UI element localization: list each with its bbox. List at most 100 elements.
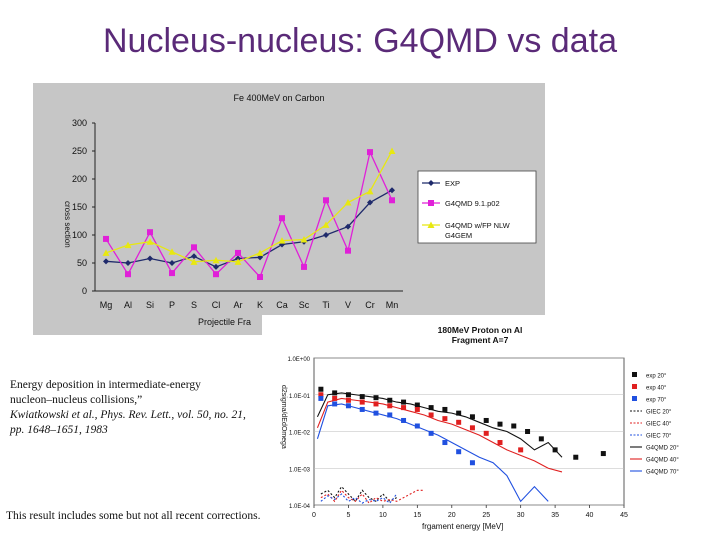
- chart1-point-g4qmd: [389, 197, 395, 204]
- citation-caption: Energy deposition in intermediate-energy…: [10, 378, 260, 438]
- chart2-xlabel: frgament energy [MeV]: [422, 522, 503, 531]
- chart1-legend-marker: [427, 221, 435, 228]
- slide-title: Nucleus-nucleus: G4QMD vs data: [103, 22, 617, 60]
- chart1-xtick-label: Sc: [299, 300, 310, 310]
- chart1-point-exp: [103, 258, 109, 265]
- chart1-legend-label: G4QMD w/FP NLW: [445, 221, 511, 230]
- chart2-data-point: [332, 390, 338, 396]
- chart2-data-point: [456, 419, 462, 425]
- chart1-xtick-label: K: [257, 300, 263, 310]
- chart1-point-fpnlw: [256, 249, 264, 256]
- chart1-legend-marker: [428, 200, 434, 206]
- chart1-point-fpnlw: [388, 147, 396, 154]
- chart2-legend-label: G4QMD 40°: [646, 458, 679, 464]
- chart1-point-g4qmd: [323, 197, 329, 204]
- footnote: This result includes some but not all re…: [6, 510, 261, 522]
- chart2-xtick-label: 5: [346, 512, 350, 519]
- chart2-data-point: [538, 436, 544, 442]
- caption-line-1: Energy deposition in intermediate-energy: [10, 379, 201, 391]
- chart1-legend-marker: [428, 180, 434, 186]
- chart1-xtick-label: Cr: [365, 300, 375, 310]
- chart1-point-exp: [389, 187, 395, 194]
- chart2-ytick-label: 1.0E-01: [289, 394, 311, 400]
- chart2-data-point: [401, 417, 407, 423]
- chart2-legend-label: GIEC 20°: [646, 410, 672, 416]
- chart1-ytick-label: 100: [72, 230, 87, 240]
- chart1-legend-label: G4QMD 9.1.p02: [445, 199, 500, 208]
- fe-carbon-chart: Fe 400MeV on Carbon cross section Projec…: [33, 83, 545, 335]
- chart2-data-point: [414, 402, 420, 408]
- chart1-xtick-label: Cl: [212, 300, 221, 310]
- chart1-xtick-label: Ca: [276, 300, 288, 310]
- chart1-xtick-label: V: [345, 300, 351, 310]
- chart2-data-point: [318, 386, 324, 392]
- chart2-ylabel: d2sigma/dEdOmega: [280, 385, 287, 449]
- chart2-data-point: [359, 399, 365, 405]
- chart2-ytick-label: 1.0E-02: [289, 431, 311, 437]
- chart2-data-point: [456, 410, 462, 416]
- chart1-point-exp: [213, 263, 219, 270]
- chart1-point-fpnlw: [168, 248, 176, 255]
- chart1-point-g4qmd: [191, 244, 197, 251]
- chart1-series-line: [105, 150, 393, 263]
- chart1-xlabel: Projectile Fra: [198, 317, 251, 327]
- chart2-data-point: [359, 394, 365, 400]
- chart1-xtick-label: Al: [124, 300, 132, 310]
- chart1-point-g4qmd: [169, 270, 175, 277]
- chart2-ytick-label: 1.0E-03: [289, 467, 311, 473]
- chart2-data-point: [318, 392, 324, 398]
- chart1-point-fpnlw: [278, 237, 286, 244]
- chart1-point-exp: [125, 260, 131, 266]
- chart1-point-fpnlw: [300, 235, 308, 243]
- chart2-legend-marker: [632, 384, 637, 389]
- chart2-xtick-label: 30: [517, 512, 525, 519]
- chart2-data-point: [318, 395, 324, 401]
- chart1-point-exp: [191, 253, 197, 260]
- chart1-xtick-label: Ti: [322, 300, 329, 310]
- chart2-data-point: [442, 406, 448, 412]
- chart2-data-point: [332, 395, 338, 401]
- chart2-data-point: [483, 430, 489, 436]
- chart2-data-point: [345, 392, 351, 398]
- chart2-legend-marker: [632, 396, 637, 401]
- chart2-data-point: [414, 406, 420, 412]
- chart2-xtick-label: 40: [586, 512, 594, 519]
- chart2-subtitle: Fragment A=7: [452, 335, 509, 345]
- chart2-giec-line: [320, 485, 397, 503]
- chart1-point-fpnlw: [212, 256, 220, 264]
- chart1-point-fpnlw: [102, 249, 110, 256]
- chart2-xtick-label: 35: [551, 512, 559, 519]
- chart1-ytick-label: 300: [72, 118, 87, 128]
- chart1-point-g4qmd: [147, 229, 153, 236]
- chart2-data-point: [401, 405, 407, 411]
- chart2-data-point: [456, 449, 462, 455]
- chart2-data-point: [414, 423, 420, 429]
- chart1-point-g4qmd: [103, 235, 109, 242]
- chart2-ytick-label: 1.0E+00: [287, 357, 310, 363]
- chart1-point-fpnlw: [146, 238, 154, 245]
- chart2-legend-label: G4QMD 20°: [646, 446, 679, 452]
- chart1-point-exp: [147, 255, 153, 262]
- chart1-point-g4qmd: [345, 247, 351, 254]
- chart2-ytick-label: 1.0E-04: [289, 504, 311, 510]
- chart2-data-point: [483, 417, 489, 423]
- chart2-xtick-label: 45: [620, 512, 628, 519]
- chart2-legend-label: GIEC 40°: [646, 422, 672, 428]
- chart1-point-g4qmd: [235, 249, 241, 256]
- chart2-data-point: [428, 412, 434, 418]
- chart1-point-fpnlw: [344, 199, 352, 206]
- chart2-legend-label: GIEC 70°: [646, 434, 672, 440]
- chart2-xtick-label: 25: [482, 512, 490, 519]
- chart1-point-g4qmd: [279, 215, 285, 222]
- chart1-point-fpnlw: [234, 258, 242, 265]
- chart2-giec-line: [320, 489, 425, 504]
- chart2-data-point: [511, 423, 517, 429]
- chart2-data-point: [442, 416, 448, 422]
- chart2-xtick-label: 10: [379, 512, 387, 519]
- chart1-title: Fe 400MeV on Carbon: [233, 93, 324, 103]
- chart2-g4qmd-line: [316, 392, 563, 458]
- chart2-g4qmd-line: [316, 397, 563, 473]
- chart2-legend-label: G4QMD 70°: [646, 470, 679, 476]
- chart1-point-g4qmd: [301, 263, 307, 270]
- chart1-xtick-label: P: [169, 300, 175, 310]
